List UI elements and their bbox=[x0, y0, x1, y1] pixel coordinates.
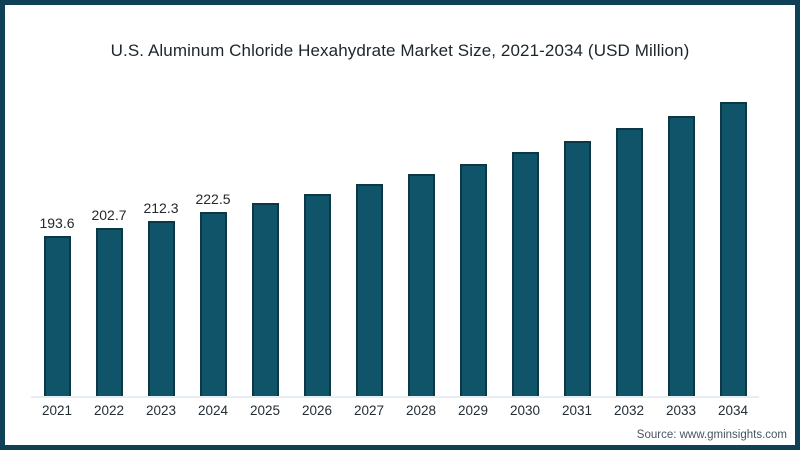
bar-value-label: 193.6 bbox=[39, 215, 75, 231]
x-axis-label: 2027 bbox=[353, 403, 385, 418]
bar-2031 bbox=[563, 141, 591, 396]
bar-column bbox=[239, 203, 291, 396]
x-axis-label: 2032 bbox=[613, 403, 645, 418]
x-axis-label: 2029 bbox=[457, 403, 489, 418]
x-axis-label: 2021 bbox=[41, 403, 73, 418]
bar-column bbox=[447, 164, 499, 396]
x-axis-label: 2031 bbox=[561, 403, 593, 418]
bar-2032 bbox=[615, 128, 643, 396]
bar-2021 bbox=[43, 236, 71, 396]
x-axis-label: 2028 bbox=[405, 403, 437, 418]
bar-2027 bbox=[355, 184, 383, 396]
bar-2024 bbox=[199, 212, 227, 396]
bar-column bbox=[499, 152, 551, 396]
chart-title: U.S. Aluminum Chloride Hexahydrate Marke… bbox=[110, 41, 690, 60]
bar-column bbox=[707, 102, 759, 396]
x-axis-label: 2022 bbox=[93, 403, 125, 418]
x-axis-label: 2024 bbox=[197, 403, 229, 418]
bar-value-label: 202.7 bbox=[91, 207, 127, 223]
bar-2030 bbox=[511, 152, 539, 396]
bar-column: 202.7 bbox=[83, 207, 135, 396]
bar-2023 bbox=[147, 221, 175, 396]
bar-column bbox=[603, 128, 655, 396]
bar-2026 bbox=[303, 194, 331, 396]
x-axis-label: 2030 bbox=[509, 403, 541, 418]
bar-column bbox=[395, 174, 447, 396]
x-axis-label: 2025 bbox=[249, 403, 281, 418]
x-axis-label: 2033 bbox=[665, 403, 697, 418]
bar-2025 bbox=[251, 203, 279, 396]
x-axis-label: 2026 bbox=[301, 403, 333, 418]
bar-2034 bbox=[719, 102, 747, 396]
plot-area: 193.6 202.7 212.3 222.5 2021 2022 2023 2024 202… bbox=[31, 96, 759, 420]
bar-2033 bbox=[667, 116, 695, 396]
bar-column: 193.6 bbox=[31, 215, 83, 396]
x-axis-label: 2023 bbox=[145, 403, 177, 418]
bar-column: 222.5 bbox=[187, 191, 239, 396]
bar-column bbox=[343, 184, 395, 396]
x-axis-label: 2034 bbox=[717, 403, 749, 418]
bar-column bbox=[291, 194, 343, 396]
bar-column: 212.3 bbox=[135, 200, 187, 396]
bar-column bbox=[655, 116, 707, 396]
bar-2029 bbox=[459, 164, 487, 396]
bar-value-label: 222.5 bbox=[195, 191, 231, 207]
source-text: Source: www.gminsights.com bbox=[636, 429, 787, 441]
bars-row: 193.6 202.7 212.3 222.5 bbox=[31, 96, 759, 398]
bar-value-label: 212.3 bbox=[143, 200, 179, 216]
bar-2022 bbox=[95, 228, 123, 396]
bar-column bbox=[551, 141, 603, 396]
bar-2028 bbox=[407, 174, 435, 396]
x-axis-labels: 2021 2022 2023 2024 2025 2026 2027 2028 2029 2030… bbox=[31, 398, 759, 420]
